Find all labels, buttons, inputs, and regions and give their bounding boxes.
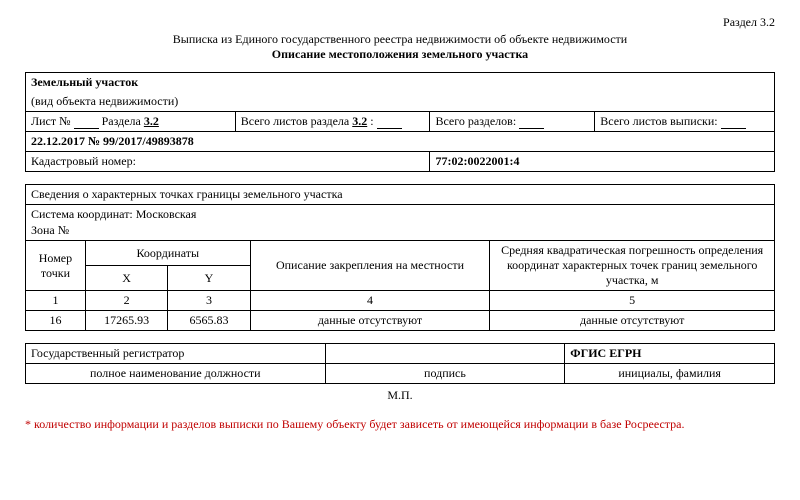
registrar-table: Государственный регистратор ФГИС ЕГРН по… (25, 343, 775, 384)
title-line-2: Описание местоположения земельного участ… (25, 47, 775, 62)
col-error: Средняя квадратическая погрешность опред… (490, 241, 775, 291)
cell: 2 (85, 291, 167, 311)
cell: 4 (250, 291, 490, 311)
cell: 17265.93 (85, 311, 167, 331)
signature-label: подпись (325, 364, 565, 384)
section-number: Раздел 3.2 (25, 15, 775, 30)
t2-title: Сведения о характерных точках границы зе… (26, 185, 775, 205)
section-val: 3.2 (144, 114, 159, 128)
sheet-label: Лист № (31, 114, 71, 128)
col-coords: Координаты (85, 241, 250, 266)
registrar-label: Государственный регистратор (26, 344, 326, 364)
cell: 6565.83 (168, 311, 250, 331)
cell: 5 (490, 291, 775, 311)
boundary-points-table: Сведения о характерных точках границы зе… (25, 184, 775, 331)
cell: 1 (26, 291, 86, 311)
position-label: полное наименование должности (26, 364, 326, 384)
cell: 3 (168, 291, 250, 311)
cell: данные отсутствуют (250, 311, 490, 331)
cadastral-value: 77:02:0022001:4 (435, 154, 519, 168)
table-row: 1 2 3 4 5 (26, 291, 775, 311)
total-sections-label: Всего разделов: (435, 114, 516, 128)
object-type: Земельный участок (31, 75, 138, 89)
table-row: 16 17265.93 6565.83 данные отсутствуют д… (26, 311, 775, 331)
col-desc: Описание закрепления на местности (250, 241, 490, 291)
zone-number: Зона № (31, 223, 69, 237)
col-y: Y (168, 266, 250, 291)
title-line-1: Выписка из Единого государственного реес… (25, 32, 775, 47)
cadastral-label: Кадастровый номер: (31, 154, 136, 168)
total-sheets-label: Всего листов раздела (241, 114, 350, 128)
col-point: Номер точки (26, 241, 86, 291)
fgis-label: ФГИС ЕГРН (565, 344, 775, 364)
total-sheets-val: 3.2 (352, 114, 367, 128)
initials-label: инициалы, фамилия (565, 364, 775, 384)
cell: данные отсутствуют (490, 311, 775, 331)
coord-system: Система координат: Московская (31, 207, 196, 221)
object-type-note: (вид объекта недвижимости) (31, 94, 178, 108)
footnote: * количество информации и разделов выпис… (25, 417, 775, 432)
date-number: 22.12.2017 № 99/2017/49893878 (31, 134, 194, 148)
col-x: X (85, 266, 167, 291)
cell: 16 (26, 311, 86, 331)
section-label: Раздела (102, 114, 141, 128)
total-extract-label: Всего листов выписки: (600, 114, 717, 128)
empty-cell (325, 344, 565, 364)
mp-label: М.П. (25, 388, 775, 403)
parcel-header-table: Земельный участок (вид объекта недвижимо… (25, 72, 775, 172)
